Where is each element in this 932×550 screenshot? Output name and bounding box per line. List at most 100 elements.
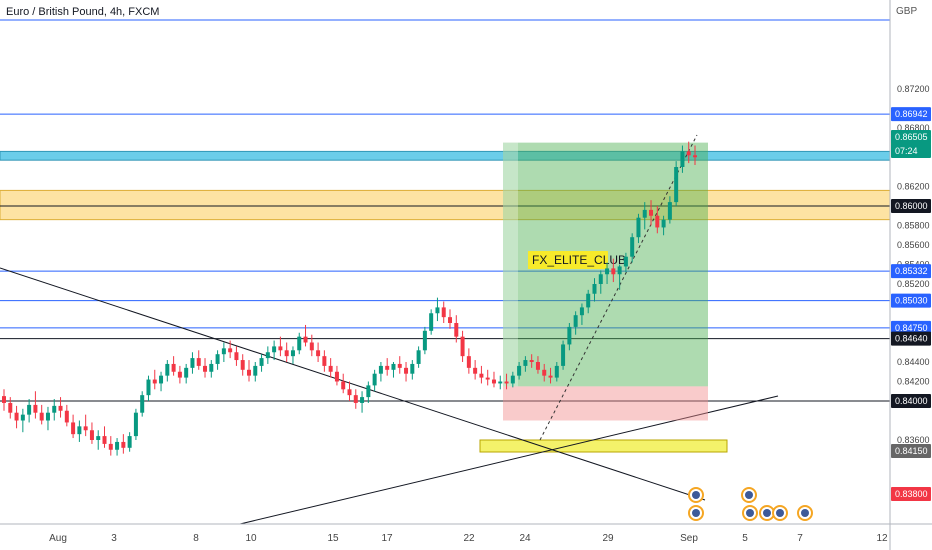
candle-body bbox=[190, 358, 195, 368]
chart-title: Euro / British Pound, 4h, FXCM bbox=[6, 6, 160, 18]
candle-body bbox=[649, 209, 654, 216]
candle-body bbox=[165, 363, 170, 376]
time-tick-label: Sep bbox=[680, 533, 698, 544]
candle-body bbox=[661, 219, 666, 228]
annotation-background bbox=[528, 251, 608, 269]
candle-body bbox=[548, 375, 553, 378]
candle-body bbox=[52, 405, 57, 413]
candle-body bbox=[466, 356, 471, 368]
candle-body bbox=[623, 256, 628, 267]
candle-body bbox=[121, 441, 126, 448]
candle-body bbox=[630, 237, 635, 257]
candle-body bbox=[542, 369, 547, 376]
event-flag-inner-icon bbox=[745, 491, 753, 499]
event-flag-inner-icon bbox=[692, 509, 700, 517]
candle-body bbox=[259, 358, 264, 366]
candle-body bbox=[693, 155, 697, 158]
candle-body bbox=[441, 307, 446, 318]
candle-body bbox=[184, 367, 189, 378]
annotation-label: FX_ELITE_CLUB bbox=[532, 253, 626, 267]
candle-body bbox=[378, 365, 383, 374]
candle-body bbox=[203, 365, 208, 372]
price-tick-label: 0.84200 bbox=[897, 377, 930, 387]
candle-body bbox=[448, 317, 453, 323]
time-tick-label: Aug bbox=[49, 533, 67, 544]
candle-body bbox=[680, 151, 685, 167]
candle-body bbox=[510, 375, 515, 384]
candle-body bbox=[573, 315, 578, 327]
candle-body bbox=[397, 363, 402, 368]
level-badge-4-bg bbox=[891, 320, 931, 335]
demand-zone-yellow bbox=[479, 439, 728, 453]
candle-body bbox=[598, 274, 603, 284]
resistance-zone-cyan bbox=[0, 150, 891, 161]
candle-body bbox=[611, 268, 616, 275]
candle-body bbox=[115, 441, 120, 450]
candle-body bbox=[473, 367, 478, 374]
candle-body bbox=[71, 422, 76, 435]
candle-body bbox=[410, 363, 415, 374]
candle-body bbox=[8, 402, 13, 413]
price-tick-label: 0.86800 bbox=[897, 123, 930, 133]
candle-body bbox=[27, 404, 32, 415]
candle-body bbox=[133, 412, 138, 437]
candle-body bbox=[83, 426, 88, 431]
candle-body bbox=[77, 426, 82, 435]
candles-layer bbox=[2, 141, 697, 456]
candle-body bbox=[14, 412, 19, 421]
candle-body bbox=[102, 436, 107, 444]
candle-body bbox=[366, 385, 371, 398]
current-price-badge-bg bbox=[891, 130, 931, 144]
candle-body bbox=[45, 412, 50, 421]
candle-body bbox=[347, 389, 352, 396]
candle-body bbox=[328, 365, 333, 372]
candle-body bbox=[215, 354, 220, 364]
candle-body bbox=[58, 405, 63, 411]
candle-body bbox=[535, 362, 540, 370]
price-tick-label: 0.83600 bbox=[897, 435, 930, 445]
time-tick-label: 3 bbox=[111, 533, 117, 544]
candle-body bbox=[479, 373, 484, 378]
candle-body bbox=[64, 410, 69, 423]
candle-body bbox=[20, 414, 25, 421]
stop-price-badge: 0.83800 bbox=[895, 489, 928, 499]
candle-body bbox=[454, 323, 459, 337]
candle-body bbox=[404, 367, 409, 374]
candle-body bbox=[523, 360, 528, 366]
level-badge-1: 0.86942 bbox=[895, 109, 928, 119]
candle-body bbox=[278, 346, 283, 351]
candle-body bbox=[177, 371, 182, 378]
level-badge-4: 0.84750 bbox=[895, 323, 928, 333]
time-tick-label: 15 bbox=[327, 533, 339, 544]
time-tick-label: 5 bbox=[742, 533, 748, 544]
price-tick-label: 0.86200 bbox=[897, 182, 930, 192]
level-badge-5-bg bbox=[891, 331, 931, 346]
candle-countdown-badge: 07:24 bbox=[895, 146, 918, 156]
price-tick-label: 0.84400 bbox=[897, 357, 930, 367]
candle-body bbox=[491, 379, 496, 384]
candle-body bbox=[303, 336, 308, 343]
candle-body bbox=[579, 307, 584, 316]
zones-layer bbox=[0, 150, 891, 453]
candle-body bbox=[127, 436, 132, 448]
candle-body bbox=[246, 369, 251, 376]
time-tick-label: 12 bbox=[876, 533, 888, 544]
time-axis: Aug 3 8 10 15 17 22 24 29 Sep 5 7 12 bbox=[49, 533, 888, 544]
candle-body bbox=[228, 348, 233, 353]
time-tick-label: 7 bbox=[797, 533, 803, 544]
candle-body bbox=[385, 365, 390, 370]
candle-body bbox=[667, 202, 672, 220]
levels-layer bbox=[0, 19, 890, 402]
price-tick-label: 0.87200 bbox=[897, 84, 930, 94]
candle-body bbox=[322, 356, 327, 366]
level-badge-6: 0.84000 bbox=[895, 396, 928, 406]
event-flag-inner-icon bbox=[746, 509, 754, 517]
candle-body bbox=[96, 436, 101, 440]
candle-body bbox=[196, 358, 201, 366]
level-badge-2-bg bbox=[891, 264, 931, 279]
long-position-tool: FX_ELITE_CLUB bbox=[503, 134, 708, 441]
event-flag-inner-icon bbox=[801, 509, 809, 517]
candle-body bbox=[240, 360, 245, 370]
